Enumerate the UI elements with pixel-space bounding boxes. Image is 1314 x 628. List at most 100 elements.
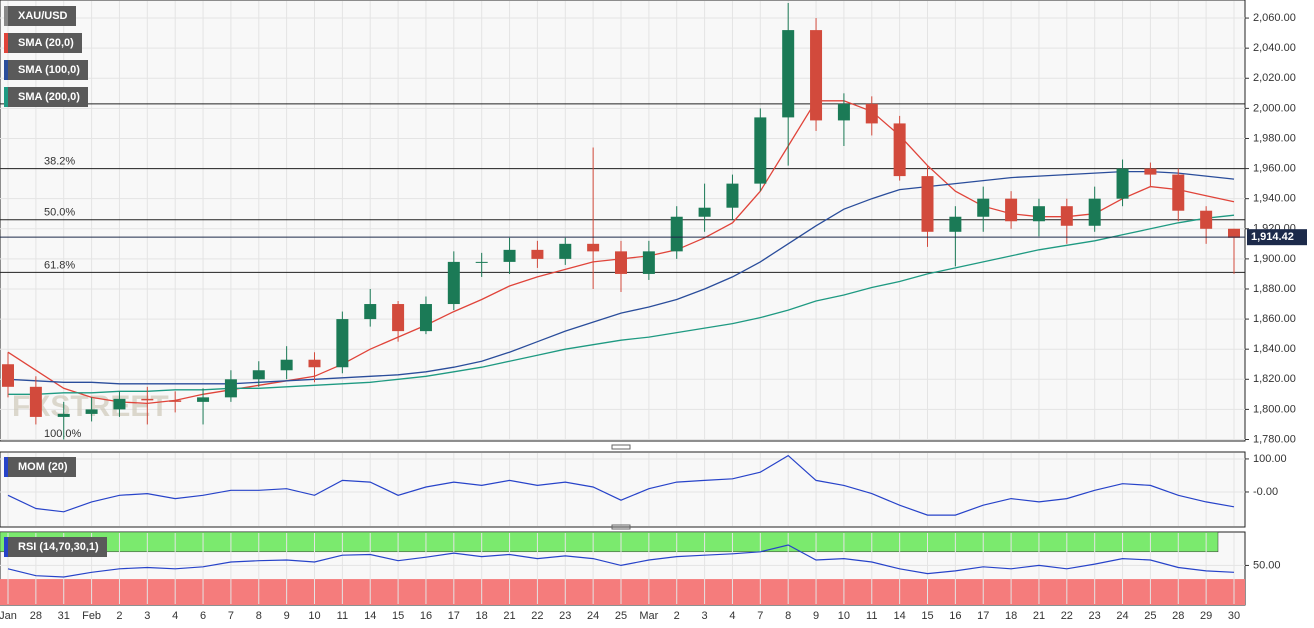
candle-body: [949, 216, 962, 232]
x-tick-label: 9: [284, 610, 290, 622]
x-tick-label: 25: [615, 610, 627, 622]
x-tick-label: 3: [702, 610, 708, 622]
legend-entry: SMA (20,0): [4, 33, 82, 53]
candle-body: [85, 409, 98, 414]
x-tick-label: 6: [200, 610, 206, 622]
x-tick-label: 28: [30, 610, 42, 622]
x-tick-label: 4: [729, 610, 735, 622]
x-tick-label: 2: [674, 610, 680, 622]
candle-body: [141, 398, 154, 401]
candle-body: [503, 249, 516, 262]
x-tick-label: 17: [977, 610, 989, 622]
candle-body: [1172, 174, 1185, 211]
y-tick-label: 1,840.00: [1253, 343, 1296, 355]
panel-handle: [611, 524, 631, 530]
fib-label: 100.0%: [44, 428, 82, 440]
y-tick-label: 2,000.00: [1253, 102, 1296, 114]
indicator-line: [7, 454, 1235, 516]
candle-body: [169, 400, 182, 402]
candle-body: [587, 243, 600, 252]
candle-body: [29, 386, 42, 417]
x-tick-label: 4: [172, 610, 178, 622]
legend-title: XAU/USD: [4, 6, 76, 26]
candle-body: [2, 364, 14, 387]
indicator-line: [7, 544, 1235, 578]
candle-body: [1228, 228, 1240, 238]
oversold-zone: [0, 579, 1245, 605]
legend-entry: SMA (100,0): [4, 60, 88, 80]
candle-body: [559, 243, 572, 259]
x-tick-label: 10: [838, 610, 850, 622]
x-tick-label: 7: [757, 610, 763, 622]
legend-entry: SMA (200,0): [4, 87, 88, 107]
x-tick-label: 31: [58, 610, 70, 622]
x-tick-label: 16: [420, 610, 432, 622]
sma-line: [8, 214, 1235, 395]
fib-label: 38.2%: [44, 155, 75, 167]
x-tick-label: 22: [531, 610, 543, 622]
candle-body: [977, 198, 990, 217]
candle-body: [670, 216, 683, 252]
x-tick-label: 29: [1200, 610, 1212, 622]
x-tick-label: 28: [1172, 610, 1184, 622]
x-tick-label: 24: [1116, 610, 1128, 622]
candle-body: [1088, 198, 1101, 226]
x-tick-label: 8: [785, 610, 791, 622]
candle-body: [1060, 206, 1073, 226]
x-tick-label: 7: [228, 610, 234, 622]
candle-body: [224, 379, 237, 398]
candle-body: [475, 261, 488, 263]
y-tick-label: 1,800.00: [1253, 403, 1296, 415]
candle-body: [392, 304, 405, 332]
candle-body: [1144, 168, 1157, 175]
candle-body: [1005, 198, 1018, 222]
y-tick-label: 1,980.00: [1253, 132, 1296, 144]
candle-body: [1032, 206, 1045, 222]
y-tick-label: 50.00: [1253, 559, 1281, 571]
y-tick-label: 1,860.00: [1253, 313, 1296, 325]
panel-title: RSI (14,70,30,1): [4, 537, 107, 557]
overbought-zone: [0, 531, 1219, 553]
x-tick-label: 23: [559, 610, 571, 622]
y-tick-label: 1,820.00: [1253, 373, 1296, 385]
x-tick-label: 14: [894, 610, 906, 622]
sma-line: [7, 170, 1235, 385]
candle-body: [810, 30, 823, 121]
candle-body: [642, 251, 655, 274]
x-tick-label: 11: [337, 610, 348, 622]
fib-label: 61.8%: [44, 259, 75, 271]
candle-body: [865, 103, 878, 124]
candle-body: [782, 30, 795, 118]
panel-bg: [0, 0, 1246, 442]
x-tick-label: 30: [1228, 610, 1240, 622]
panel-title: MOM (20): [4, 457, 76, 477]
candle-body: [197, 397, 210, 402]
x-tick-label: 9: [813, 610, 819, 622]
y-tick-label: 1,940.00: [1253, 193, 1296, 205]
candle-body: [1200, 210, 1213, 229]
x-tick-label: 18: [1005, 610, 1017, 622]
candle-body: [336, 319, 349, 368]
x-tick-label: 2: [116, 610, 122, 622]
y-tick-label: 2,040.00: [1253, 42, 1296, 54]
x-tick-label: 14: [364, 610, 376, 622]
candle-body: [893, 123, 906, 177]
last-price-box: [1247, 229, 1307, 246]
x-tick-label: 21: [503, 610, 515, 622]
x-tick-label: 16: [949, 610, 961, 622]
y-tick-label: -0.00: [1253, 486, 1278, 498]
candle-body: [419, 304, 432, 332]
candle-body: [698, 207, 711, 217]
y-tick-label: 100.00: [1253, 453, 1287, 465]
y-tick-label: 1,780.00: [1253, 433, 1296, 445]
candle-body: [57, 413, 70, 417]
x-tick-label: 22: [1061, 610, 1073, 622]
candle-body: [726, 183, 739, 208]
candle-body: [252, 370, 265, 380]
panel-bg: [0, 451, 1246, 528]
panel-handle: [611, 444, 631, 450]
x-tick-label: 24: [587, 610, 599, 622]
x-tick-label: 8: [256, 610, 262, 622]
